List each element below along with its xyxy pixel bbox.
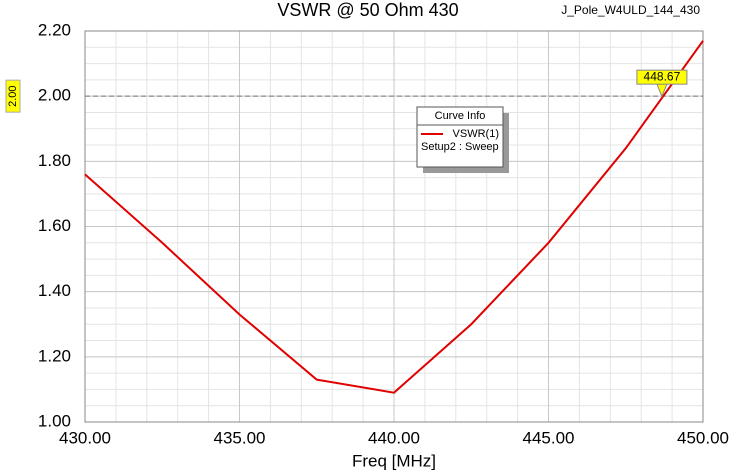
y-tick-label: 1.80 — [38, 151, 71, 170]
data-line — [84, 40, 704, 394]
project-name: J_Pole_W4ULD_144_430 — [561, 3, 700, 17]
x-axis-label: Freq [MHz] — [352, 451, 436, 470]
x-tick-label: 435.00 — [214, 428, 266, 447]
reference-label-box — [5, 79, 21, 113]
legend-entry: VSWR(1) — [453, 128, 499, 140]
plot-frame — [84, 30, 704, 423]
x-tick-label: 445.00 — [523, 428, 575, 447]
y-tick-label: 1.00 — [38, 411, 71, 430]
reference-label: 2.00 — [7, 85, 19, 106]
marker-label-box — [636, 69, 688, 85]
y-tick-label: 1.60 — [38, 216, 71, 235]
y-tick-label: 1.40 — [38, 281, 71, 300]
x-tick-label: 450.00 — [677, 428, 729, 447]
x-tick-label: 430.00 — [59, 428, 111, 447]
y-tick-label: 2.00 — [38, 86, 71, 105]
marker-label: 448.67 — [644, 69, 681, 83]
x-tick-label: 440.00 — [368, 428, 420, 447]
legend-title: Curve Info — [435, 110, 486, 122]
y-tick-label: 2.20 — [38, 20, 71, 39]
legend-subtitle: Setup2 : Sweep — [421, 141, 499, 153]
y-tick-label: 1.20 — [38, 346, 71, 365]
chart-title: VSWR @ 50 Ohm 430 — [277, 0, 458, 20]
legend-box — [416, 106, 504, 168]
